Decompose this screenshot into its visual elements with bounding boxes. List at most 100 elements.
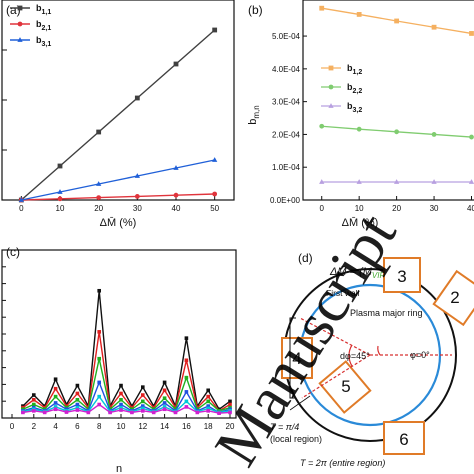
panel-c-series-line-1 <box>22 290 231 411</box>
panel-a-point-2 <box>212 191 218 197</box>
panel-c-point-3 <box>184 375 189 380</box>
panel-c-series-line-2 <box>22 331 231 412</box>
panel-c-x-tick-label: 12 <box>138 422 147 431</box>
panel-b-point-3 <box>431 179 437 184</box>
panel-b-point-2 <box>469 134 474 140</box>
panel-a-point-3 <box>212 157 218 162</box>
panel-c-point-6 <box>97 402 101 407</box>
panel-c-point-2 <box>53 386 58 391</box>
entire-region-label: T = 2π (entire region) <box>300 458 385 468</box>
panel-c-frame <box>1 249 237 419</box>
panel-c-point-6 <box>173 410 178 415</box>
panel-c-label: (c) <box>6 245 20 259</box>
panel-c-point-6 <box>151 410 156 415</box>
panel-c-point-6 <box>53 407 58 412</box>
panel-d-label: (d) <box>298 251 313 265</box>
panel-b-x-tick-label: 10 <box>355 204 364 213</box>
panel-c-point-5 <box>206 406 210 411</box>
legend-label-1: b1,1 <box>36 3 51 16</box>
panel-c-point-1 <box>53 377 58 382</box>
panel-b-point-3 <box>319 179 325 184</box>
panel-b-frame <box>302 0 474 201</box>
panel-c-point-6 <box>206 409 210 413</box>
panel-a-point-3 <box>134 173 140 178</box>
local-region-bracket <box>289 317 296 399</box>
panel-b-y-tick-label: 0.0E+00 <box>270 196 301 205</box>
panel-b: (b) 0.0E+00 1.0E-04 2.0E-04 3.0E-04 4.0E-04 5… <box>247 0 474 229</box>
panel-b-x-tick-label: 20 <box>392 204 401 213</box>
panel-c-point-6 <box>119 408 123 412</box>
panel-c-point-1 <box>32 393 36 397</box>
dphi-arc <box>348 344 353 367</box>
panel-a-point-2 <box>134 194 140 199</box>
panel-c-point-6 <box>42 410 47 415</box>
panel-c-point-1 <box>119 383 123 388</box>
panel-c-point-4 <box>141 404 145 408</box>
panel-c-point-2 <box>119 391 123 396</box>
panel-a-series-line-3 <box>21 159 215 201</box>
panel-c-point-6 <box>64 410 69 414</box>
panel-a-x-tick-label: 0 <box>19 204 24 213</box>
panel-c-point-5 <box>53 405 58 409</box>
coil-5-label: 5 <box>341 377 350 396</box>
panel-c-point-6 <box>228 410 232 415</box>
panel-b-x-tick-label: 0 <box>319 204 324 213</box>
coil-6-label: 6 <box>399 430 408 449</box>
legend-marker <box>328 103 334 108</box>
coil-3-label: 3 <box>397 267 406 286</box>
coil-6 <box>383 421 425 455</box>
panel-c-point-6 <box>86 410 91 415</box>
panel-c-point-4 <box>75 402 80 407</box>
panel-c-point-6 <box>130 410 134 415</box>
panel-c-point-3 <box>53 394 58 399</box>
panel-c-point-2 <box>32 397 36 402</box>
panel-c-point-6 <box>162 407 167 412</box>
coil-2 <box>432 269 474 327</box>
panel-c-x-tick-label: 2 <box>32 422 37 431</box>
panel-b-point-3 <box>393 179 400 184</box>
panel-b-y-tick-label: 5.0E-04 <box>272 32 301 41</box>
panel-b-ticks: 0.0E+00 1.0E-04 2.0E-04 3.0E-04 4.0E-04 5.0E-… <box>270 32 474 213</box>
panel-c: (c) 0 2 4 6 8 10 12 14 16 18 20 n <box>1 245 237 474</box>
panel-c-x-axis-label: n <box>116 463 122 474</box>
legend-marker <box>17 21 23 27</box>
panel-c-point-1 <box>75 383 80 388</box>
panel-b-x-tick-label: 30 <box>430 204 439 213</box>
panel-c-point-5 <box>97 394 101 399</box>
panel-a-gridlines <box>2 49 7 151</box>
phi-zero-arc <box>377 345 381 356</box>
panel-b-point-3 <box>468 179 474 184</box>
panel-c-point-3 <box>119 397 123 402</box>
panel-c-point-1 <box>141 385 145 389</box>
panel-c-point-2 <box>141 393 145 397</box>
panel-c-point-2 <box>184 358 189 363</box>
panel-c-point-1 <box>206 388 210 393</box>
panel-b-y-label-sub: m,n <box>252 105 261 118</box>
panel-a-label: (a) <box>6 3 21 17</box>
panel-a-point-2 <box>173 192 179 198</box>
panel-a-point-1 <box>57 163 63 169</box>
legend-marker <box>17 5 23 11</box>
panel-a-series-line-2 <box>21 193 215 201</box>
panel-c-point-1 <box>97 288 101 293</box>
panel-c-series-line-6 <box>22 403 231 414</box>
panel-b-legend: b1,2 b2,2 b3,2 <box>321 63 362 114</box>
panel-c-point-5 <box>75 405 80 410</box>
panel-a-point-3 <box>96 181 102 186</box>
panel-c-point-6 <box>21 410 25 415</box>
panel-c-point-2 <box>228 402 232 407</box>
panel-c-point-6 <box>217 411 221 416</box>
panel-c-series-line-5 <box>22 395 231 414</box>
panel-a-series <box>18 27 218 203</box>
panel-a-point-1 <box>212 27 218 33</box>
panel-a-legend: b1,1 b2,1 b3,1 <box>10 3 51 48</box>
first-wall-label: First wall <box>326 288 360 298</box>
local-region-note: (local region) <box>270 434 322 444</box>
panel-b-point-2 <box>356 126 362 132</box>
panel-b-point-1 <box>469 31 474 36</box>
panel-d-diagram: (d) ΔM̄ = (MVIR − 3 2 4 5 6 First wall P… <box>270 251 474 468</box>
panel-c-point-6 <box>108 410 112 415</box>
coil-4 <box>281 337 313 379</box>
panel-c-point-6 <box>141 409 145 413</box>
